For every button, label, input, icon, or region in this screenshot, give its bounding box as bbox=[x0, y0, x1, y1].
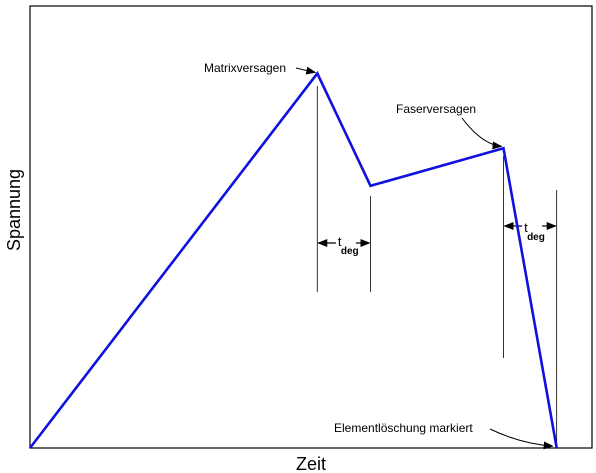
annotation-element: Elementlöschung markiert bbox=[334, 421, 554, 450]
annotations: Matrixversagen Faserversagen Elementlöschu… bbox=[204, 61, 554, 450]
annotation-faser: Faserversagen bbox=[396, 102, 503, 150]
y-axis-title: Spannung bbox=[4, 169, 24, 251]
annotation-faser-label: Faserversagen bbox=[396, 102, 476, 116]
annotation-matrix-arrow bbox=[295, 66, 317, 75]
annotation-element-label: Elementlöschung markiert bbox=[334, 421, 473, 435]
x-axis-title: Zeit bbox=[296, 454, 326, 473]
interval-label-subscript: deg bbox=[341, 246, 359, 257]
plot-frame bbox=[29, 5, 593, 449]
stress-curve bbox=[28, 70, 558, 449]
stress-series bbox=[28, 70, 558, 449]
annotation-matrix: Matrixversagen bbox=[204, 61, 317, 75]
interval-label: t bbox=[524, 220, 528, 235]
interval-label: t bbox=[338, 234, 342, 249]
annotation-faser-arrow bbox=[461, 117, 503, 150]
annotation-element-arrow bbox=[489, 428, 554, 450]
guide-lines bbox=[316, 86, 558, 448]
annotation-matrix-label: Matrixversagen bbox=[204, 61, 286, 75]
interval-label-subscript: deg bbox=[527, 232, 545, 243]
